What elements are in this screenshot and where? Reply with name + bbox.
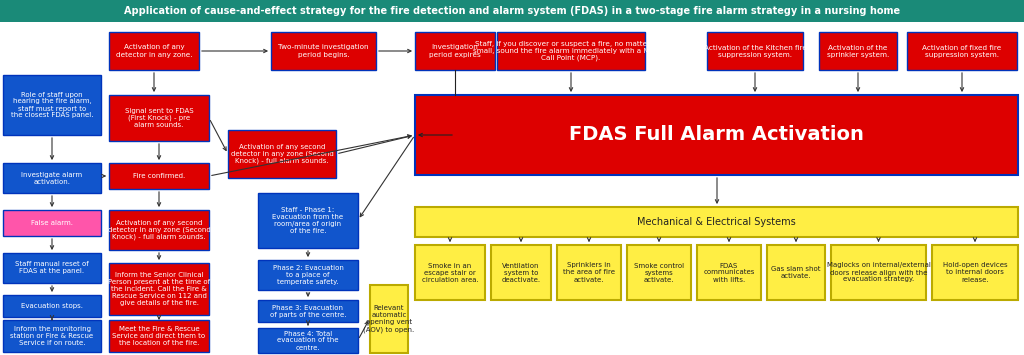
FancyBboxPatch shape: [258, 328, 358, 353]
FancyBboxPatch shape: [497, 32, 645, 70]
Text: Phase 2: Evacuation
to a place of
temperate safety.: Phase 2: Evacuation to a place of temper…: [272, 265, 343, 285]
Text: Relevant
automatic
opening vent
(AOV) to open.: Relevant automatic opening vent (AOV) to…: [364, 305, 415, 333]
Text: Staff, if you discover or suspect a fire, no matter how
small, sound the fire al: Staff, if you discover or suspect a fire…: [473, 41, 670, 61]
Text: Activation of fixed fire
suppression system.: Activation of fixed fire suppression sys…: [923, 44, 1001, 58]
FancyBboxPatch shape: [831, 245, 926, 300]
Text: Staff manual reset of
FDAS at the panel.: Staff manual reset of FDAS at the panel.: [15, 262, 89, 274]
Text: Inform the monitoring
station or Fire & Rescue
Service if on route.: Inform the monitoring station or Fire & …: [10, 326, 93, 346]
Text: Hold-open devices
to internal doors
release.: Hold-open devices to internal doors rele…: [943, 262, 1008, 283]
Text: Two-minute investigation
period begins.: Two-minute investigation period begins.: [279, 44, 369, 58]
FancyBboxPatch shape: [932, 245, 1018, 300]
FancyBboxPatch shape: [415, 95, 1018, 175]
FancyBboxPatch shape: [707, 32, 803, 70]
Text: Application of cause-and-effect strategy for the fire detection and alarm system: Application of cause-and-effect strategy…: [124, 6, 900, 16]
Text: FDAS Full Alarm Activation: FDAS Full Alarm Activation: [569, 126, 864, 144]
Text: Investigate alarm
activation.: Investigate alarm activation.: [22, 171, 83, 185]
Text: Phase 3: Evacuation
of parts of the centre.: Phase 3: Evacuation of parts of the cent…: [269, 305, 346, 317]
FancyBboxPatch shape: [415, 245, 485, 300]
FancyBboxPatch shape: [0, 0, 1024, 22]
Text: Phase 4: Total
evacuation of the
centre.: Phase 4: Total evacuation of the centre.: [278, 331, 339, 350]
Text: Smoke in an
escape stair or
circulation area.: Smoke in an escape stair or circulation …: [422, 262, 478, 283]
Text: Activation of any
detector in any zone.: Activation of any detector in any zone.: [116, 44, 193, 58]
FancyBboxPatch shape: [271, 32, 376, 70]
Text: Role of staff upon
hearing the fire alarm,
staff must report to
the closest FDAS: Role of staff upon hearing the fire alar…: [10, 92, 93, 119]
FancyBboxPatch shape: [819, 32, 897, 70]
FancyBboxPatch shape: [907, 32, 1017, 70]
FancyBboxPatch shape: [627, 245, 691, 300]
FancyBboxPatch shape: [557, 245, 621, 300]
Text: Evacuation stops.: Evacuation stops.: [22, 303, 83, 309]
FancyBboxPatch shape: [109, 210, 209, 250]
FancyBboxPatch shape: [258, 300, 358, 322]
Text: Inform the Senior Clinical
Person present at the time of
the incident. Call the : Inform the Senior Clinical Person presen…: [108, 272, 210, 306]
Text: Staff - Phase 1:
Evacuation from the
room/area of origin
of the fire.: Staff - Phase 1: Evacuation from the roo…: [272, 207, 344, 234]
FancyBboxPatch shape: [109, 263, 209, 315]
FancyBboxPatch shape: [3, 295, 101, 317]
FancyBboxPatch shape: [109, 95, 209, 141]
FancyBboxPatch shape: [3, 253, 101, 283]
FancyBboxPatch shape: [415, 32, 495, 70]
Text: Activation of any second
detector in any zone (Second
Knock) - full alarm sounds: Activation of any second detector in any…: [108, 219, 210, 240]
Text: Mechanical & Electrical Systems: Mechanical & Electrical Systems: [637, 217, 796, 227]
FancyBboxPatch shape: [109, 320, 209, 352]
FancyBboxPatch shape: [258, 193, 358, 248]
FancyBboxPatch shape: [767, 245, 825, 300]
FancyBboxPatch shape: [3, 320, 101, 352]
Text: False alarm.: False alarm.: [31, 220, 73, 226]
FancyBboxPatch shape: [3, 210, 101, 236]
FancyBboxPatch shape: [109, 163, 209, 189]
Text: Smoke control
systems
activate.: Smoke control systems activate.: [634, 262, 684, 283]
Text: Activation of the
sprinkler system.: Activation of the sprinkler system.: [826, 44, 889, 58]
Text: Maglocks on internal/external
doors release align with the
evacuation strategy.: Maglocks on internal/external doors rele…: [826, 262, 931, 283]
FancyBboxPatch shape: [370, 285, 408, 353]
Text: Meet the Fire & Rescue
Service and direct them to
the location of the fire.: Meet the Fire & Rescue Service and direc…: [113, 326, 206, 346]
Text: Activation of any second
detector in any zone (Second
Knock) - full alarm sounds: Activation of any second detector in any…: [230, 143, 334, 164]
FancyBboxPatch shape: [490, 245, 551, 300]
Text: Activation of the Kitchen fire
suppression system.: Activation of the Kitchen fire suppressi…: [703, 44, 807, 58]
FancyBboxPatch shape: [415, 207, 1018, 237]
FancyBboxPatch shape: [109, 32, 199, 70]
Text: Sprinklers in
the area of fire
activate.: Sprinklers in the area of fire activate.: [563, 262, 615, 283]
Text: Investigation
period expires: Investigation period expires: [429, 44, 481, 58]
FancyBboxPatch shape: [228, 130, 336, 178]
FancyBboxPatch shape: [3, 75, 101, 135]
Text: Signal sent to FDAS
(First Knock) - pre
alarm sounds.: Signal sent to FDAS (First Knock) - pre …: [125, 108, 194, 128]
FancyBboxPatch shape: [3, 163, 101, 193]
Text: FDAS
communicates
with lifts.: FDAS communicates with lifts.: [703, 262, 755, 283]
FancyBboxPatch shape: [697, 245, 761, 300]
Text: Gas slam shot
activate.: Gas slam shot activate.: [771, 266, 821, 279]
FancyBboxPatch shape: [258, 260, 358, 290]
Text: Fire confirmed.: Fire confirmed.: [133, 173, 185, 179]
Text: Ventilation
system to
deactivate.: Ventilation system to deactivate.: [502, 262, 541, 283]
